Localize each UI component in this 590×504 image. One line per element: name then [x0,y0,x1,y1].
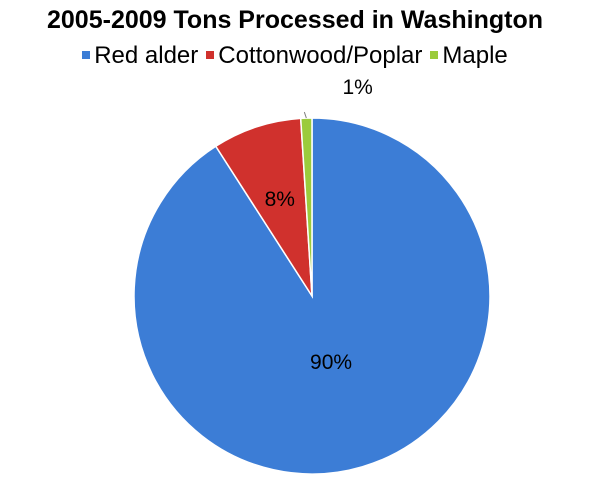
data-label-red-alder: 90% [310,351,352,374]
chart-title: 2005-2009 Tons Processed in Washington [47,6,543,34]
legend-item-maple: Maple [430,42,508,70]
pie-slice-cottonwood-poplar [214,117,313,299]
leader-line [303,111,307,119]
legend-label: Cottonwood/Poplar [218,42,423,69]
legend-label: Red alder [94,42,199,69]
legend-item-cottonwood-poplar: Cottonwood/Poplar [206,42,422,70]
legend-swatch [430,50,439,59]
legend-swatch [206,50,215,59]
data-label-maple: 1% [342,76,372,99]
legend-label: Maple [442,42,508,69]
legend: Red alder Cottonwood/Poplar Maple [0,42,590,70]
legend-swatch [82,50,91,59]
pie-slice-red-alder [133,117,491,475]
data-label-cottonwood-poplar: 8% [265,188,295,211]
legend-item-red-alder: Red alder [82,42,198,70]
